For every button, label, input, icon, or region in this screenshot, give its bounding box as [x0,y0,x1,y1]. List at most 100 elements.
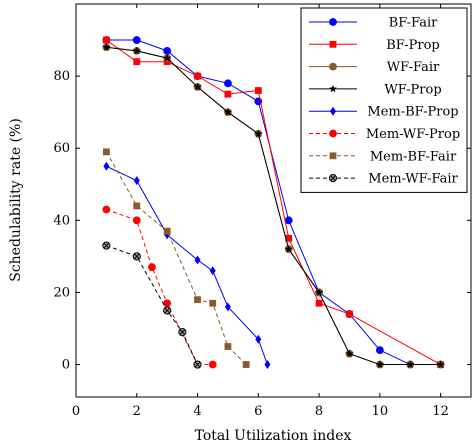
data-point [254,129,263,138]
y-tick-label: 0 [62,358,70,373]
data-point [194,255,201,265]
series-layer [102,36,445,370]
legend-label: Mem-BF-Prop [367,105,458,120]
data-point [133,176,140,186]
data-point [208,360,217,369]
legend-marker [329,152,337,160]
data-point [102,205,111,214]
plot-frame [75,3,472,398]
series-mem-wf-prop [102,205,217,369]
data-point [224,79,232,88]
legend: BF-Fair BF-Prop WF-Fair WF-Prop Mem-BF-Prop M… [300,7,468,193]
data-point [178,328,187,337]
series-line [106,46,441,366]
data-point [163,306,172,315]
data-point [133,58,141,66]
y-tick-label: 20 [53,285,70,300]
data-point [264,360,271,370]
series-line [106,165,268,365]
legend-marker [329,129,337,138]
y-axis-label: Schedulability rate (%) [8,118,24,282]
data-point [102,36,110,44]
data-point [132,252,141,261]
x-tick-label: 4 [193,404,201,419]
legend-entry: Mem-WF-Prop [309,127,460,142]
data-point [285,234,293,242]
legend-label: Mem-BF-Fair [370,149,457,164]
data-point [163,299,172,308]
data-point [102,148,110,156]
data-point [346,310,353,318]
series-mem-bf-fair [102,148,250,368]
data-point [254,87,262,94]
data-point [148,263,156,272]
data-point [375,360,384,368]
series-line [105,151,247,365]
data-point [224,302,231,312]
data-point [163,227,171,235]
data-point [193,82,202,91]
y-tick-label: 80 [53,69,70,84]
series-line [106,39,441,365]
data-point [133,202,141,210]
x-tick-label: 8 [315,404,323,419]
legend-marker [329,62,337,71]
x-axis-label: Total Utilization index [195,428,352,444]
legend-entry: BF-Fair [309,16,438,31]
data-point [345,349,354,358]
data-point [224,90,232,98]
data-point [315,299,323,307]
data-point [194,296,201,304]
data-point [224,343,232,350]
legend-entry: BF-Prop [309,38,440,53]
legend-entry: Mem-WF-Fair [309,172,459,187]
data-point [194,72,201,80]
legend-label: WF-Fair [387,60,440,75]
data-point [436,360,445,368]
series-wf-prop [102,43,445,368]
x-tick-label: 2 [133,404,141,419]
data-point [284,244,293,253]
axis-ticks: 0 2 4 6 8 10 12 0 20 40 60 80 [53,4,471,419]
data-point [406,360,415,368]
data-point [209,266,216,276]
x-tick-label: 10 [372,404,389,419]
data-point [132,36,141,44]
data-point [284,216,293,225]
data-point [132,46,141,55]
legend-entry: WF-Prop [309,82,442,97]
data-point [223,107,232,116]
legend-label: Mem-WF-Prop [366,127,460,142]
legend-marker [330,106,336,116]
legend-entry: WF-Fair [309,60,440,75]
legend-label: Mem-WF-Fair [368,172,458,187]
data-point [255,334,262,344]
legend-label: BF-Fair [389,16,438,31]
y-tick-label: 40 [53,213,70,228]
legend-entry: Mem-BF-Fair [309,149,457,164]
series-line [106,209,213,366]
data-point [242,361,250,368]
x-tick-label: 0 [72,404,80,419]
x-tick-label: 6 [254,404,262,419]
data-point [163,46,172,55]
data-point [103,161,110,171]
data-point [163,53,172,62]
legend-box [300,7,468,193]
data-point [315,288,324,296]
data-point [132,216,141,225]
legend-marker [328,174,338,183]
legend-label: BF-Prop [386,38,440,53]
data-point [193,360,202,369]
series-mem-bf-prop [103,161,271,370]
legend-marker [329,18,337,26]
legend-entry: Mem-BF-Prop [309,105,459,120]
x-tick-label: 12 [432,404,449,419]
legend-label: WF-Prop [384,82,441,97]
data-point [102,43,111,51]
data-point [102,241,111,250]
data-point [209,299,217,307]
series-mem-wf-fair [102,241,202,369]
legend-marker [329,40,337,48]
